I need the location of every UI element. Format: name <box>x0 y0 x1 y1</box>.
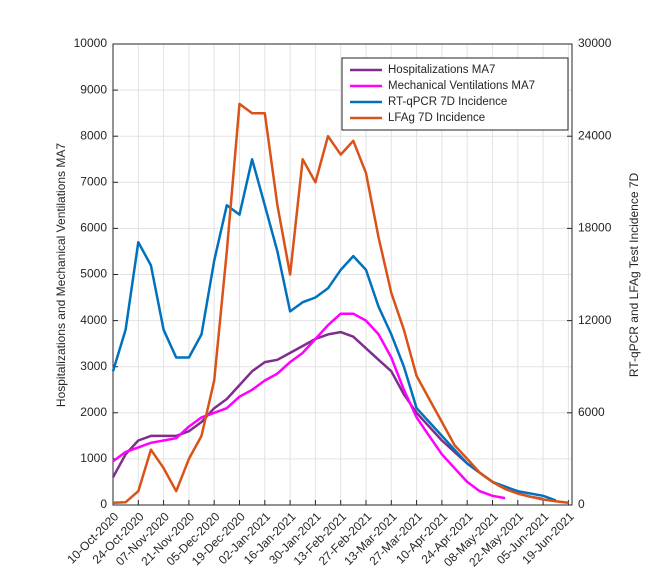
plot-frame <box>112 43 573 506</box>
y2-axis-label: RT-qPCR and LFAg Test Incidence 7D <box>627 173 641 378</box>
y-tick-label: 8000 <box>80 128 107 142</box>
legend-label: Mechanical Ventilations MA7 <box>388 80 535 92</box>
y2-tick-label: 18000 <box>578 221 612 235</box>
y-tick-label: 6000 <box>80 221 107 235</box>
y2-tick-label: 6000 <box>578 405 605 419</box>
y2-tick-label: 12000 <box>578 313 612 327</box>
series-line <box>112 102 569 504</box>
y-tick-label: 7000 <box>80 174 107 188</box>
y-tick-label: 0 <box>100 497 107 511</box>
y-tick-label: 3000 <box>80 359 107 373</box>
y-tick-label: 4000 <box>80 313 107 327</box>
legend-label: RT-qPCR 7D Incidence <box>388 96 507 108</box>
y-tick-label: 5000 <box>80 267 107 281</box>
legend-label: Hospitalizations MA7 <box>388 64 495 76</box>
y-tick-label: 1000 <box>80 451 107 465</box>
y2-tick-label: 30000 <box>578 36 612 50</box>
y-tick-label: 2000 <box>80 405 107 419</box>
y-axis-label: Hospitalizations and Mechanical Ventilat… <box>54 143 68 407</box>
legend-label: LFAg 7D Incidence <box>388 112 485 124</box>
y2-tick-label: 24000 <box>578 128 612 142</box>
series-line <box>112 312 506 500</box>
y-tick-label: 10000 <box>74 36 108 50</box>
series-line <box>111 158 557 502</box>
y-tick-label: 9000 <box>80 82 107 96</box>
y2-tick-label: 0 <box>578 497 585 511</box>
